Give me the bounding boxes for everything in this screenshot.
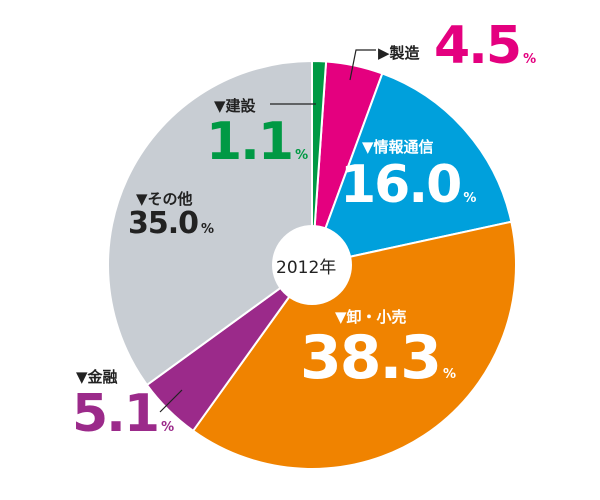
value-number: 5.1 xyxy=(72,384,160,444)
value-number: 16.0 xyxy=(340,155,462,215)
pie-slice-construction xyxy=(311,59,328,266)
leader-finance xyxy=(159,389,183,413)
slice-value-retail: 38.3% xyxy=(300,323,456,393)
percent-sign: % xyxy=(443,367,457,382)
slice-value-construction: 1.1% xyxy=(206,112,308,172)
slice-value-it: 16.0% xyxy=(340,155,476,215)
slice-value-other: 35.0% xyxy=(128,206,214,241)
slice-label-it: ▼情報通信 xyxy=(362,136,434,157)
category-name: ▼建設 xyxy=(214,97,256,115)
pie-slice-it xyxy=(310,72,513,267)
pie-slice-other xyxy=(107,59,313,387)
percent-sign: % xyxy=(523,52,537,67)
slice-label-other: ▼その他 xyxy=(136,188,193,209)
slice-value-finance: 5.1% xyxy=(72,384,174,444)
leader-manufacturing xyxy=(349,49,376,81)
value-number: 4.5 xyxy=(434,16,522,76)
slice-label-finance: ▼金融 xyxy=(76,366,118,387)
category-name: ▼金融 xyxy=(76,368,118,386)
category-name: ▼その他 xyxy=(136,190,193,208)
center-label: 2012年 xyxy=(276,258,337,278)
slice-label-construction: ▼建設 xyxy=(214,95,256,116)
slice-label-retail: ▼卸・小売 xyxy=(335,306,407,327)
percent-sign: % xyxy=(295,148,309,163)
percent-sign: % xyxy=(463,191,477,206)
value-number: 38.3 xyxy=(300,323,442,393)
slice-label-manufacturing: ▶製造 xyxy=(378,42,420,63)
percent-sign: % xyxy=(161,420,175,435)
percent-sign: % xyxy=(201,222,215,237)
value-number: 35.0 xyxy=(128,206,199,241)
center-hole xyxy=(272,225,352,305)
category-name: ▼卸・小売 xyxy=(335,308,407,326)
category-name: ▶製造 xyxy=(378,44,420,62)
category-name: ▼情報通信 xyxy=(362,138,434,156)
pie-slice-retail xyxy=(191,220,517,470)
value-number: 1.1 xyxy=(206,112,294,172)
slice-value-manufacturing: 4.5% xyxy=(434,16,536,76)
